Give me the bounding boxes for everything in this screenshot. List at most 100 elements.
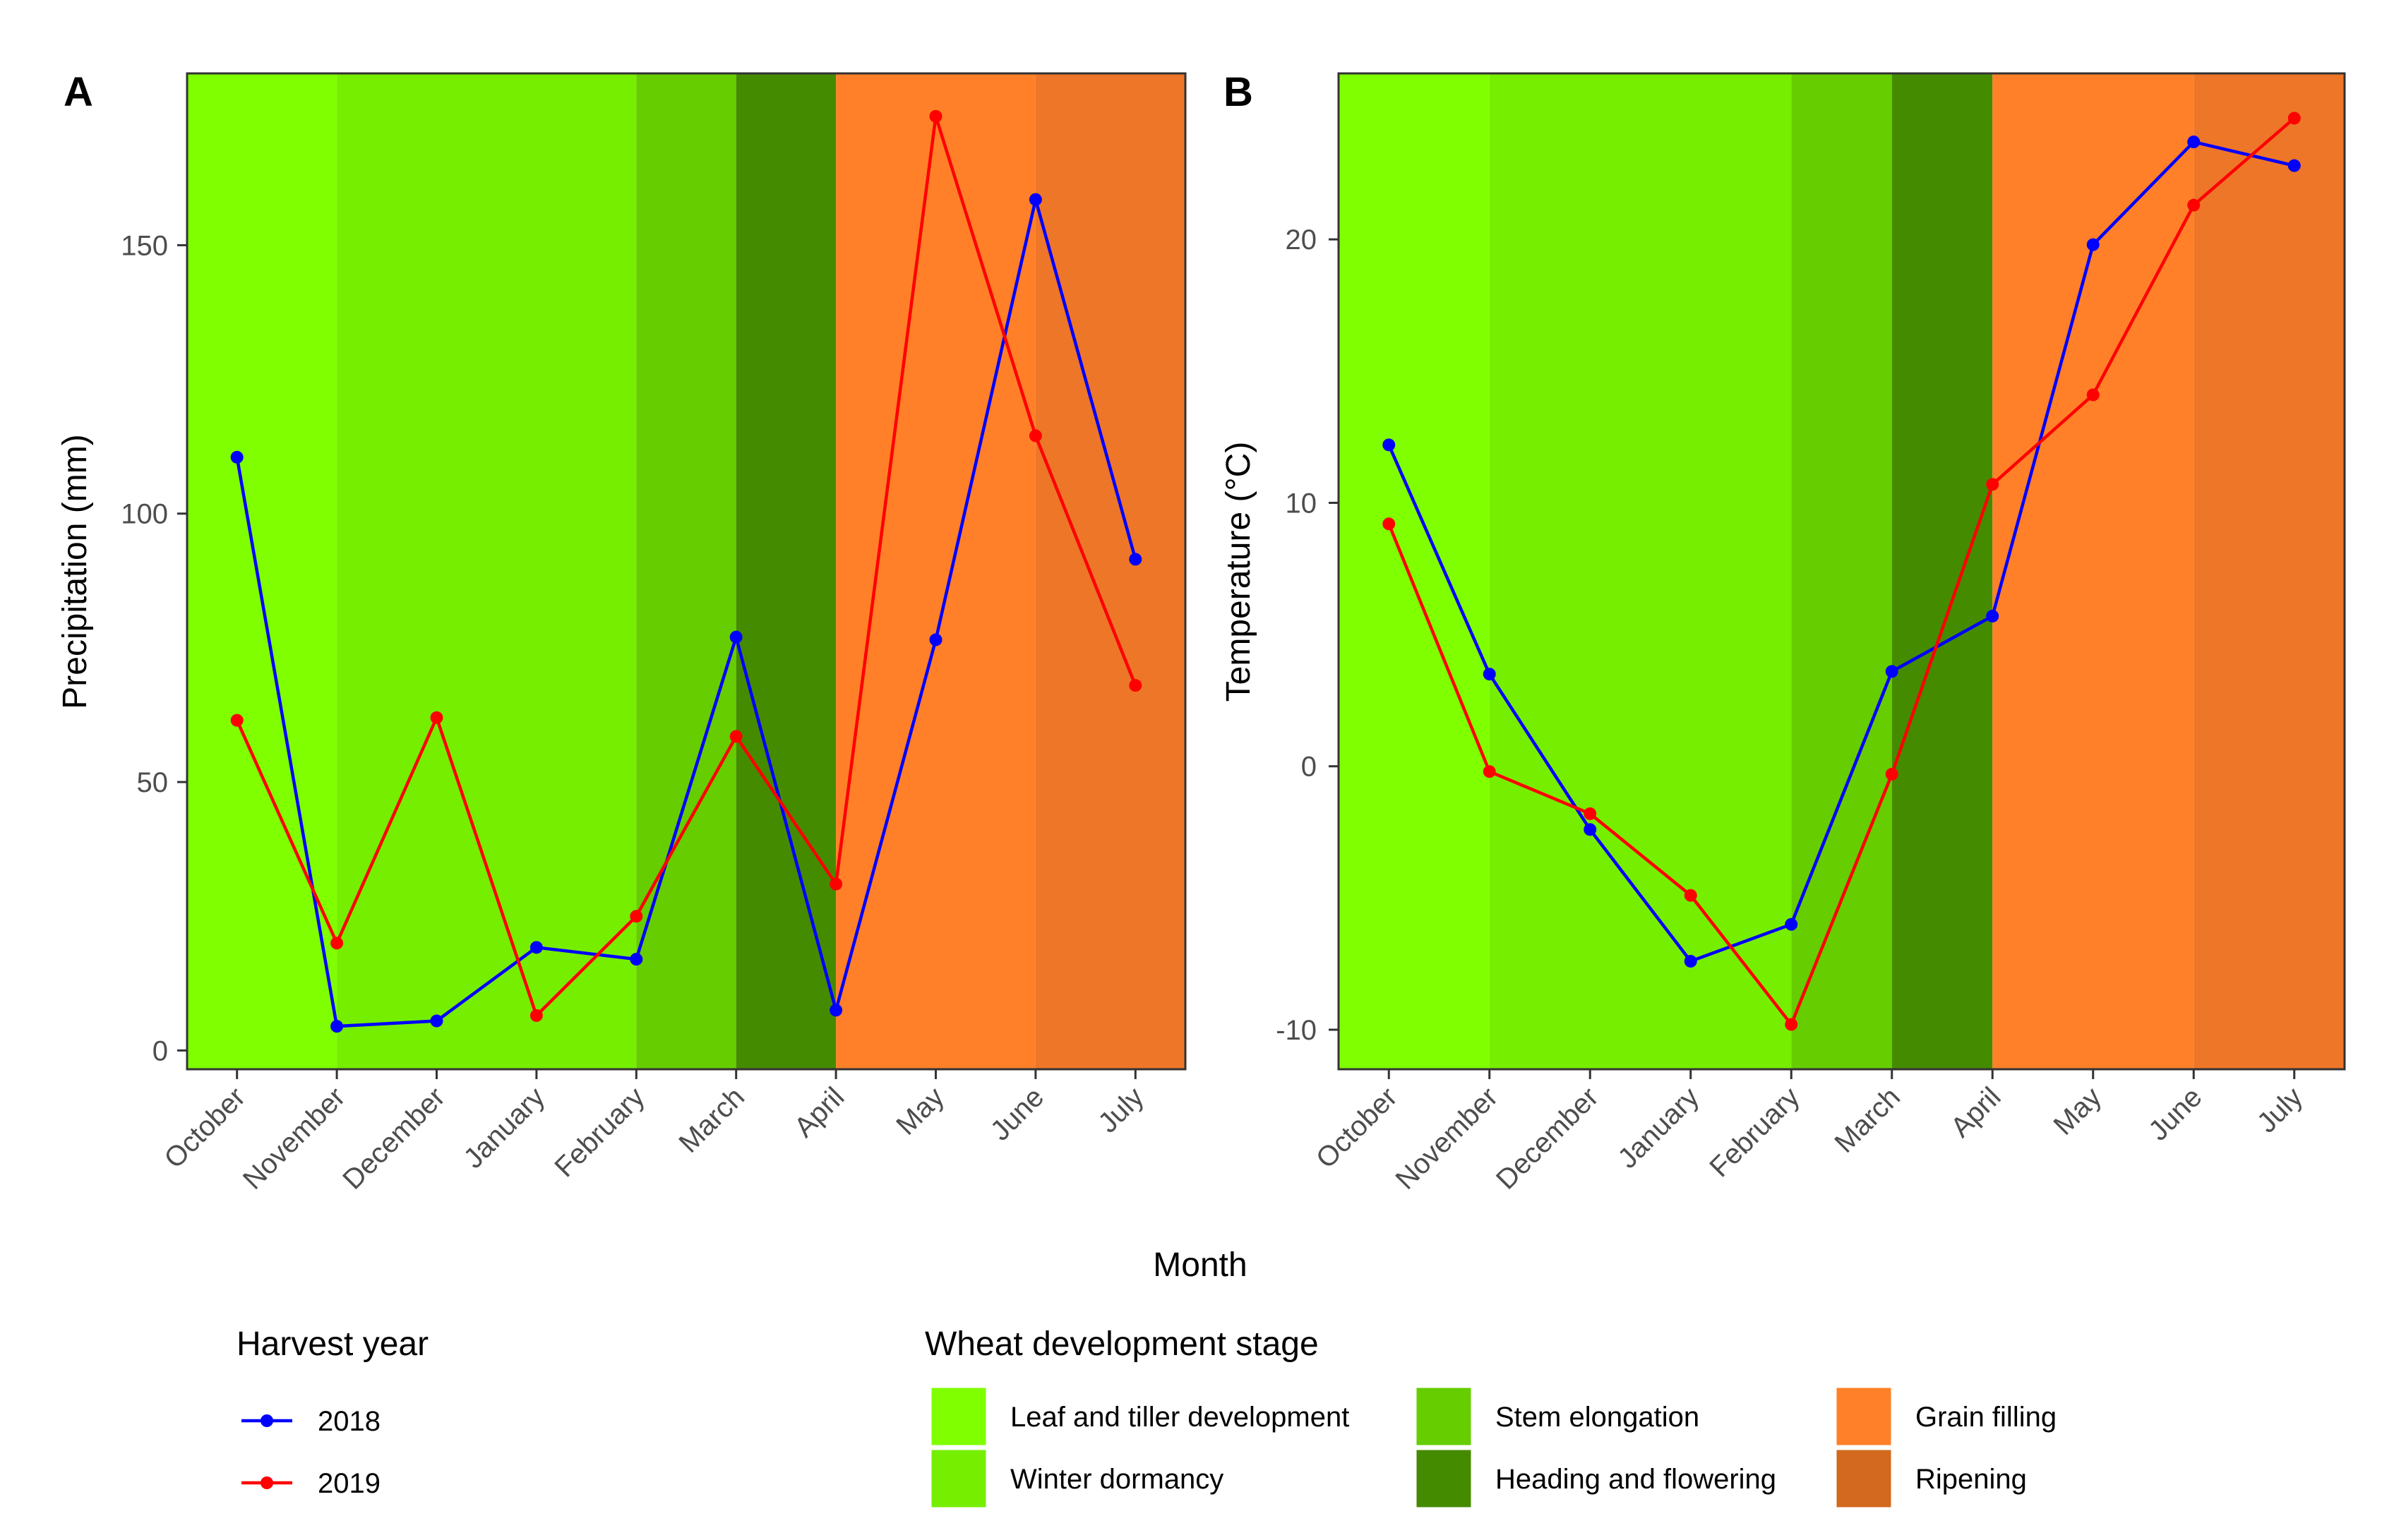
data-point-2018 [630,953,643,966]
y-tick-label: 50 [137,767,169,798]
data-point-2018 [1029,193,1042,206]
data-point-2019 [729,730,743,743]
data-point-2019 [1885,767,1898,781]
x-tick-label: December [1490,1081,1605,1196]
legend-label: Grain filling [1915,1402,2057,1433]
data-point-2019 [230,714,244,727]
data-point-2019 [830,877,843,891]
data-point-2019 [2086,388,2100,402]
data-point-2018 [830,1004,843,1017]
legend-key-swatch [929,1385,988,1448]
data-point-2019 [529,1009,543,1022]
legend-key-swatch [1834,1448,1893,1510]
x-tick-label: December [337,1081,451,1196]
series-line-2019 [1387,116,2296,1028]
data-point-2018 [1483,668,1496,681]
x-axis-title: Month [1153,1246,1247,1284]
data-point-2018 [1129,553,1142,566]
stage-band-ripening [2193,73,2345,1069]
data-point-2018 [1684,954,1697,968]
data-point-2018 [2287,159,2301,172]
data-point-2019 [1986,478,1999,491]
x-tick-label: July [1092,1081,1149,1138]
stage-band-ripening [1035,73,1185,1069]
x-tick-label: February [549,1081,650,1183]
legend-key-swatch [1834,1385,1893,1448]
series-line-2018 [235,199,1137,1028]
legend-label: 2019 [318,1468,381,1499]
data-point-2019 [330,937,344,950]
data-point-2019 [1584,807,1597,820]
data-point-2019 [2187,198,2201,212]
legend-key-swatch [929,1448,988,1510]
legend-wheat-stage: Wheat development stage Leaf and tiller d… [925,1325,2057,1510]
legend-label: Stem elongation [1495,1402,1699,1433]
legend-label: Winter dormancy [1010,1464,1223,1495]
x-tick-label: November [237,1081,352,1196]
legend-title: Harvest year [237,1325,429,1363]
data-point-2019 [1684,889,1697,902]
data-point-2018 [1885,665,1898,678]
stage-band-winter-dormancy [1489,73,1792,1069]
legend-key-swatch [1414,1385,1473,1448]
legend-key-swatch [1414,1448,1473,1510]
legend-label: Ripening [1915,1464,2027,1495]
data-point-2018 [2187,136,2201,149]
data-point-2018 [230,450,244,464]
x-tick-label: May [890,1081,950,1141]
y-axis-title: Temperature (°C) [1220,442,1257,702]
panel-label: B [1223,69,1253,115]
data-point-2018 [1785,918,1798,931]
y-tick-label: 10 [1286,488,1317,519]
x-tick-label: July [2251,1081,2309,1138]
legend-label: 2018 [318,1406,381,1437]
stage-band-leaf-and-tiller-development [187,73,337,1069]
data-point-2019 [630,910,643,923]
x-tick-label: January [1612,1081,1705,1174]
legend-title: Wheat development stage [925,1325,1319,1363]
data-point-2019 [2287,112,2301,125]
data-point-2019 [1129,679,1142,692]
stage-band-heading-and-flowering [1891,73,1993,1069]
data-point-2018 [929,633,942,646]
data-point-2018 [1382,438,1396,452]
x-tick-label: April [789,1081,851,1143]
data-point-2018 [1986,609,1999,622]
panel-label: A [64,69,93,115]
x-tick-label: October [158,1081,251,1174]
stage-band-heading-and-flowering [736,73,837,1069]
y-tick-label: 0 [1301,752,1317,783]
legend-key-point [261,1414,273,1427]
stage-band-grain-filling [1992,73,2194,1069]
x-tick-label: October [1310,1081,1404,1174]
panel-border [186,72,1187,1071]
stage-band-grain-filling [836,73,1036,1069]
series-line-2019 [235,116,1137,1019]
stage-band-winter-dormancy [337,73,637,1069]
x-tick-label: April [1945,1081,2007,1143]
data-point-2018 [1584,823,1597,836]
y-tick-label: -10 [1276,1015,1317,1046]
stage-band-stem-elongation [1791,73,1892,1069]
stage-band-leaf-and-tiller-development [1339,73,1490,1069]
data-point-2018 [2086,238,2100,251]
y-tick-label: 20 [1286,224,1317,255]
data-point-2019 [1382,517,1396,531]
data-point-2019 [1029,429,1042,443]
data-point-2018 [729,630,743,644]
x-tick-label: June [985,1081,1050,1146]
data-point-2019 [1785,1018,1798,1031]
x-tick-label: January [458,1081,551,1174]
data-point-2019 [929,109,942,123]
legend-key-point [261,1476,273,1489]
legend-harvest-year: Harvest year 2018 2019 [237,1325,429,1499]
data-point-2018 [529,941,543,954]
stage-band-stem-elongation [636,73,736,1069]
data-point-2019 [430,711,443,724]
y-tick-label: 0 [152,1035,168,1066]
x-tick-label: November [1390,1081,1504,1196]
data-point-2018 [330,1020,344,1033]
y-axis-title: Precipitation (mm) [56,434,94,709]
